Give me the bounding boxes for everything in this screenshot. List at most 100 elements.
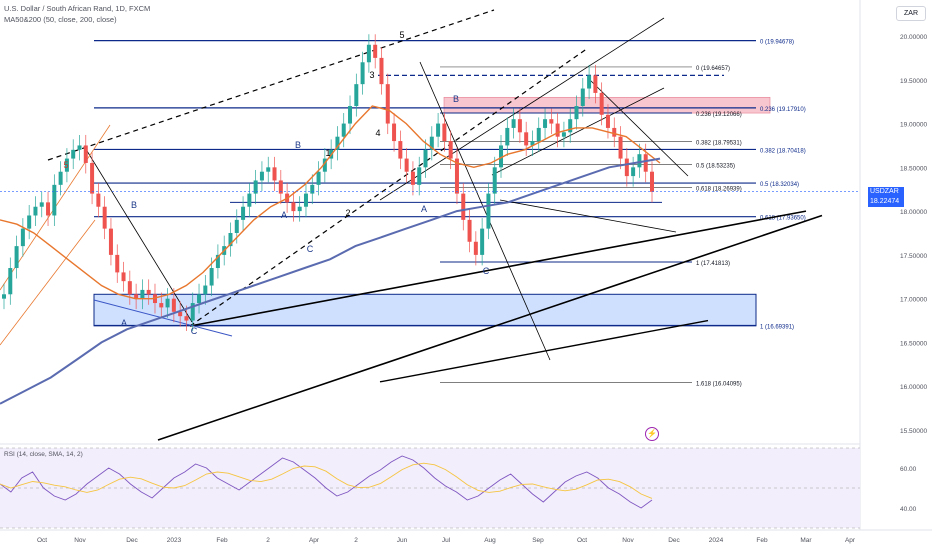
rsi-tick-label: 60.00 xyxy=(900,466,917,473)
candle-body xyxy=(297,206,302,212)
time-tick-label: 2 xyxy=(266,537,270,544)
candle-body xyxy=(2,294,6,299)
candle-body xyxy=(480,228,485,255)
candle-body xyxy=(8,268,13,295)
candle-body xyxy=(335,136,340,150)
price-tick-label: 19.00000 xyxy=(900,122,927,129)
time-tick-label: Aug xyxy=(484,537,496,544)
price-tag-symbol: USDZAR xyxy=(870,188,899,195)
candle-body xyxy=(612,127,617,137)
candle-body xyxy=(593,75,598,93)
channel-line xyxy=(589,79,689,177)
candle-body xyxy=(599,92,604,115)
fib-level-label: 1 (17.41813) xyxy=(696,261,730,267)
time-tick-label: 2023 xyxy=(167,537,182,544)
candle-body xyxy=(467,219,472,242)
support-zone xyxy=(93,293,757,327)
price-tick-label: 16.50000 xyxy=(900,340,927,347)
candle-body xyxy=(499,145,504,168)
candle-body xyxy=(52,184,57,216)
chart-title: U.S. Dollar / South African Rand, 1D, FX… xyxy=(4,4,151,13)
candle-body xyxy=(247,193,252,207)
wave-label: 5 xyxy=(399,30,404,40)
candle-body xyxy=(322,158,327,172)
candle-body xyxy=(27,215,32,229)
wave-label: 1 xyxy=(325,148,330,158)
fib-level-label: 0.236 (19.12066) xyxy=(696,112,742,118)
candle-body xyxy=(643,154,648,172)
candle-body xyxy=(58,171,63,185)
channel-line xyxy=(491,87,665,176)
candle-body xyxy=(215,254,220,269)
candle-body xyxy=(404,158,409,172)
candle-body xyxy=(108,228,113,255)
candle-body xyxy=(561,132,566,137)
price-tag-value: 18.22474 xyxy=(870,198,900,205)
candle-body xyxy=(511,119,516,128)
fib-level-label: 1 (16.69391) xyxy=(760,324,794,330)
candle-body xyxy=(555,123,560,137)
candle-body xyxy=(121,272,126,282)
price-tick-label: 20.00000 xyxy=(900,34,927,41)
candle-body xyxy=(127,281,132,295)
candle-body xyxy=(266,167,271,172)
candle-body xyxy=(241,206,246,220)
candle-body xyxy=(303,193,308,207)
wave-label: A xyxy=(121,318,127,328)
time-tick-label: Nov xyxy=(74,537,86,544)
candle-body xyxy=(379,57,384,85)
candle-body xyxy=(310,184,315,194)
time-tick-label: Dec xyxy=(668,537,680,544)
candle-body xyxy=(20,228,25,247)
wave-label: 4 xyxy=(375,128,380,138)
candle-body xyxy=(39,202,44,207)
candle-body xyxy=(410,171,415,185)
candle-body xyxy=(473,241,478,255)
candle-body xyxy=(360,62,365,85)
candle-body xyxy=(14,246,19,269)
candle-body xyxy=(366,44,371,63)
candle-body xyxy=(209,268,214,286)
wave-label: C xyxy=(483,266,490,276)
time-tick-label: Apr xyxy=(845,537,856,544)
candle-body xyxy=(102,206,107,229)
candle-body xyxy=(90,162,95,194)
candle-body xyxy=(492,167,497,194)
time-tick-label: Feb xyxy=(216,537,228,544)
rsi-tick-label: 40.00 xyxy=(900,506,917,513)
wave-label: 5 xyxy=(63,160,68,170)
fib-level-label: 0.5 (18.32034) xyxy=(760,182,799,188)
wave-label: B xyxy=(295,140,301,150)
candle-body xyxy=(549,119,554,124)
flash-icon[interactable]: ⚡ xyxy=(645,427,659,441)
candle-body xyxy=(228,233,233,247)
wave-label: C xyxy=(307,244,314,254)
ma200-line xyxy=(0,157,661,405)
wave-label: B xyxy=(131,200,137,210)
fib-level-label: 0.618 (18.26939) xyxy=(696,187,742,193)
candle-body xyxy=(442,123,447,142)
candle-body xyxy=(574,106,579,120)
price-tick-label: 18.00000 xyxy=(900,209,927,216)
ma50-line xyxy=(0,105,661,300)
candle-body xyxy=(46,202,51,216)
channel-line xyxy=(419,61,551,361)
fib-level-label: 0.236 (19.17910) xyxy=(760,107,806,113)
candle-body xyxy=(234,219,239,233)
currency-selector[interactable]: ZAR xyxy=(896,6,926,21)
candle-body xyxy=(134,294,139,299)
time-tick-label: Oct xyxy=(37,537,47,544)
candle-body xyxy=(486,193,491,229)
dashed-channel-line xyxy=(47,9,495,161)
candle-body xyxy=(568,119,573,133)
wave-label: A xyxy=(281,210,287,220)
price-tick-label: 17.50000 xyxy=(900,253,927,260)
candle-body xyxy=(316,171,321,185)
candle-body xyxy=(618,136,623,159)
price-tick-label: 18.50000 xyxy=(900,165,927,172)
candle-body xyxy=(624,158,629,177)
candle-body xyxy=(587,75,592,89)
candle-body xyxy=(159,303,164,308)
candle-body xyxy=(517,119,522,133)
